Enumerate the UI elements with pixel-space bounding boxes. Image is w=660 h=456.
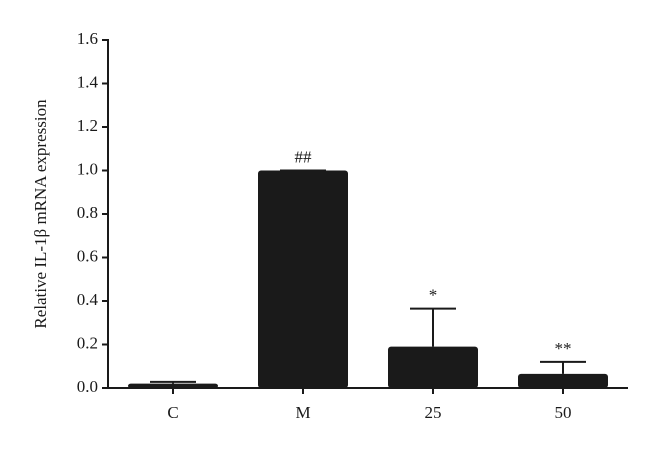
error-bar <box>410 307 456 347</box>
annotation: ## <box>295 147 313 166</box>
annotation: ** <box>555 339 572 358</box>
y-tick-label: 1.4 <box>77 72 99 91</box>
x-tick-label: 25 <box>425 403 442 422</box>
error-bar <box>540 360 586 374</box>
bar <box>128 383 218 388</box>
bar <box>518 373 608 388</box>
error-bar <box>150 380 196 384</box>
y-tick-label: 0.2 <box>77 333 98 352</box>
y-tick-label: 0.8 <box>77 203 98 222</box>
x-tick-label: C <box>167 403 178 422</box>
x-tick-label: M <box>295 403 310 422</box>
y-tick-label: 1.6 <box>77 29 98 48</box>
x-tick-label: 50 <box>555 403 572 422</box>
bar <box>388 346 478 388</box>
y-tick-label: 1.2 <box>77 116 98 135</box>
bar <box>258 170 348 388</box>
y-axis-label: Relative IL-1β mRNA expression <box>31 99 50 329</box>
y-tick-label: 1.0 <box>77 159 98 178</box>
y-tick-label: 0.4 <box>77 290 99 309</box>
annotation: * <box>429 286 438 305</box>
y-tick-label: 0.0 <box>77 377 98 396</box>
y-tick-label: 0.6 <box>77 246 98 265</box>
